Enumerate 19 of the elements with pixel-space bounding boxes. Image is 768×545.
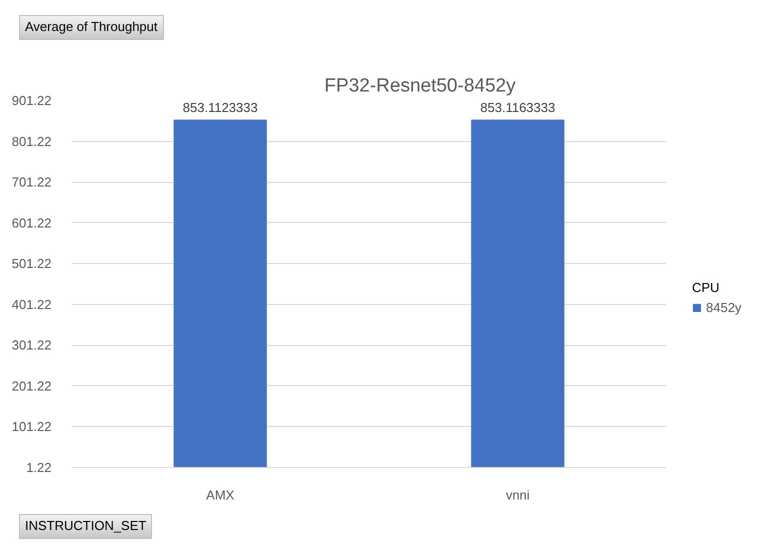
data-label: 853.1123333 (182, 100, 258, 116)
legend-title: CPU (692, 280, 720, 295)
y-tick-label: 501.22 (12, 256, 52, 272)
y-tick-label: 1.22 (26, 460, 52, 475)
legend-label: 8452y (706, 300, 742, 315)
y-tick-label: 301.22 (12, 338, 52, 353)
y-tick-label: 601.22 (12, 215, 52, 230)
chart-title: FP32-Resnet50-8452y (324, 76, 516, 96)
text: Average of Throughput (19, 15, 164, 40)
y-tick-label: 101.22 (12, 419, 52, 434)
y-tick-label: 401.22 (12, 296, 52, 312)
y-tick-label: 901.22 (12, 93, 52, 108)
x-axis-title: INSTRUCTION_SET (19, 514, 152, 539)
data-label: 853.1163333 (480, 100, 556, 116)
y-tick-label: 201.22 (12, 378, 52, 394)
x-tick-label: AMX (206, 488, 235, 502)
x-tick-label: vnni (506, 488, 530, 502)
y-tick-label: 801.22 (12, 134, 52, 149)
y-tick-label: 701.22 (12, 174, 52, 190)
